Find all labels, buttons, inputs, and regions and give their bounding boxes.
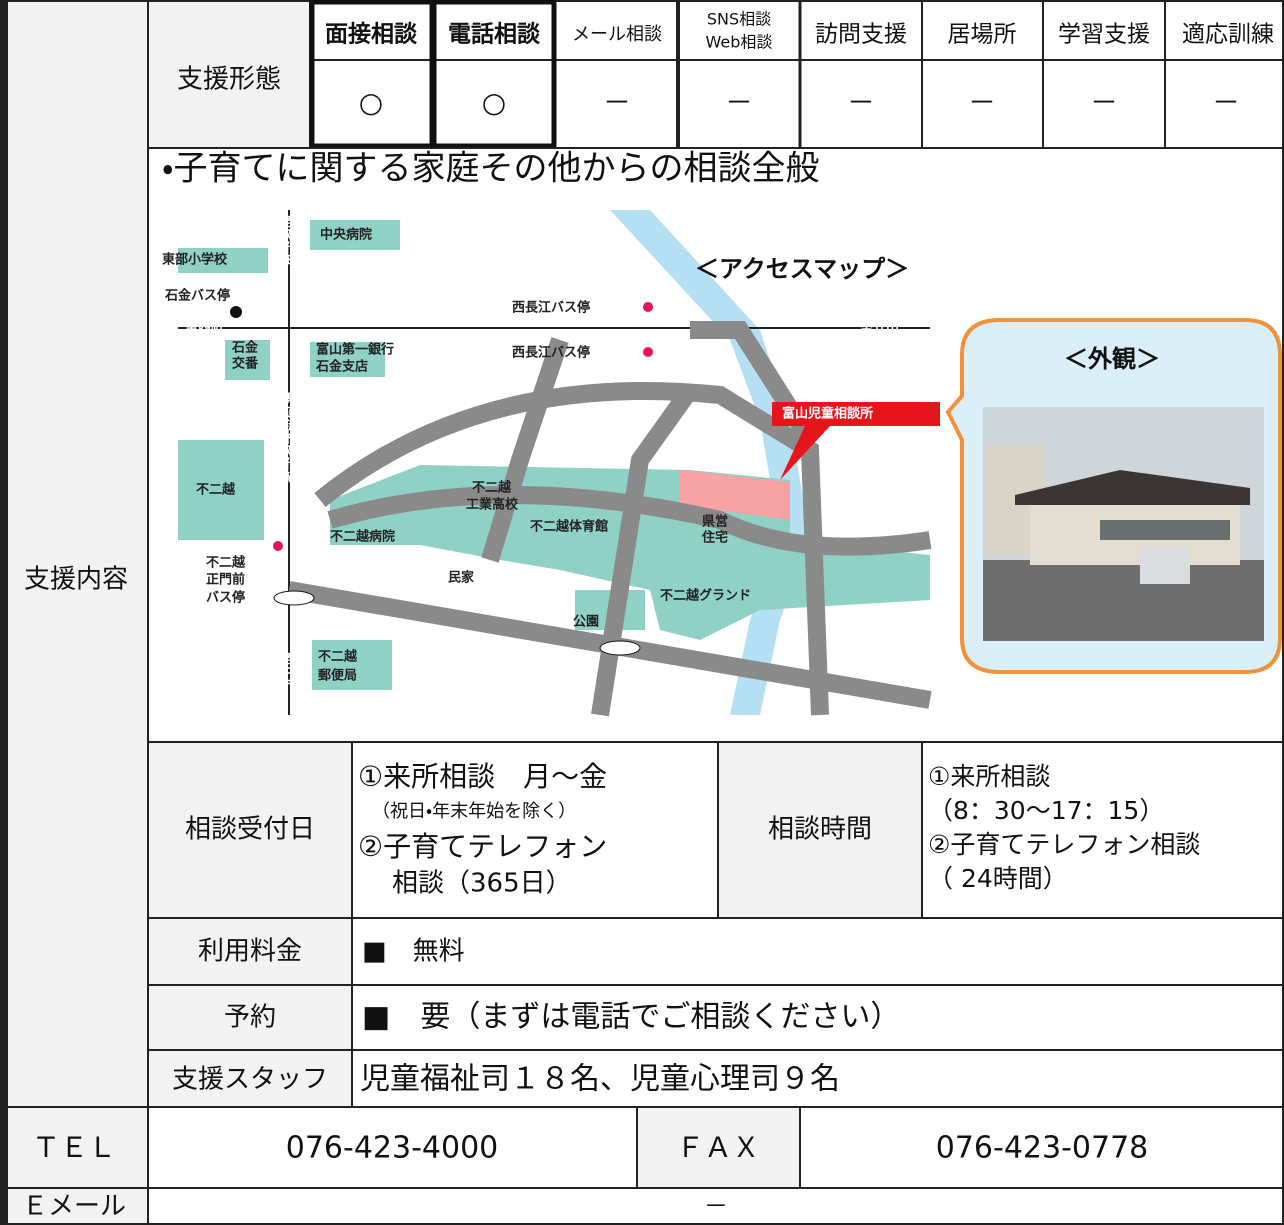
- label-cells: [0, 0, 922, 1225]
- cell-line: 相談（365日）: [392, 869, 572, 899]
- type: 面接相談: [325, 22, 417, 48]
- type: メール相談: [572, 24, 662, 45]
- value: 児童福祉司１８名、児童心理司９名: [360, 1062, 840, 1097]
- map-label: 不二越: [472, 480, 512, 496]
- mark: ○: [482, 86, 506, 119]
- type: Web相談: [706, 33, 773, 52]
- label: ＴＥＬ: [32, 1131, 116, 1164]
- map-label: 石金: [231, 340, 259, 356]
- map-label: 正門前: [206, 572, 245, 588]
- mark: －: [847, 86, 875, 119]
- value: 076-423-0778: [936, 1131, 1149, 1166]
- map-label: 工業高校: [466, 497, 519, 513]
- photo-title: ＜外観＞: [1064, 345, 1160, 373]
- access-map: 至双代町 中央病院 東部小学校 石金バス停 至西町 西長江バス停 至立山 石金 …: [162, 210, 940, 717]
- label: 支援スタッフ: [172, 1065, 328, 1095]
- map-label: 中央病院: [320, 227, 372, 243]
- value: 076-423-4000: [286, 1131, 499, 1166]
- map-label: 不二越病院: [330, 529, 395, 545]
- map-label: 至中市: [282, 652, 298, 692]
- mark: －: [1090, 86, 1118, 119]
- label: 相談時間: [768, 815, 872, 845]
- description: ・子育てに関する家庭その他からの相談全般: [162, 149, 820, 189]
- type: 学習支援: [1058, 22, 1150, 48]
- cell-line: （ 24時間）: [928, 864, 1068, 893]
- mark: －: [1212, 86, 1240, 119]
- value: －: [704, 1192, 728, 1220]
- map-label: 県営: [702, 514, 728, 530]
- map-title: ＜アクセスマップ＞: [695, 255, 909, 283]
- mark: －: [725, 86, 753, 119]
- cell-line: ②子育てテレフォン: [358, 830, 607, 863]
- type: 居場所: [948, 22, 1017, 48]
- cell-line: （祝日・年末年始を除く）: [372, 801, 576, 822]
- map-label: 西長江バス停: [512, 345, 590, 361]
- label: 相談受付日: [185, 815, 315, 845]
- type: 適応訓練: [1182, 22, 1274, 48]
- map-label: 石金バス停: [164, 288, 230, 304]
- map-label: 公園: [573, 614, 599, 630]
- map-label: 富山第一銀行: [316, 342, 394, 358]
- cell-line: ①来所相談: [928, 762, 1050, 791]
- cell-line: （8：30～17：15）: [928, 796, 1164, 825]
- map-label: 至双代町: [282, 215, 299, 268]
- map-label: 西長江バス停: [512, 300, 590, 316]
- label: ＦＡＸ: [676, 1131, 760, 1164]
- map-label: 至立山: [860, 321, 899, 337]
- map-label: 民家: [448, 570, 474, 586]
- cell-line: ②子育てテレフォン相談: [928, 830, 1200, 859]
- map-label: 県道流杉双代線: [282, 392, 299, 484]
- type: 電話相談: [448, 22, 540, 48]
- mark: －: [968, 86, 996, 119]
- map-label: 不二越: [206, 555, 246, 571]
- label: 支援内容: [24, 565, 128, 595]
- map-label: 富山児童相談所: [782, 406, 873, 422]
- map-label: 至西町: [185, 321, 224, 336]
- map-label: 不二越グランド: [660, 588, 751, 604]
- map-label: 石金支店: [315, 359, 368, 375]
- map-label: 交番: [232, 356, 259, 372]
- support-marks: ○ ○ － － － － － －: [359, 86, 1240, 119]
- mark: ○: [359, 86, 383, 119]
- map-label: 不二越: [318, 649, 358, 665]
- cell-line: ①来所相談 月～金: [358, 760, 607, 793]
- type: 訪問支援: [815, 22, 907, 48]
- value: ■ 無料: [362, 937, 465, 967]
- mark: －: [603, 86, 631, 119]
- label: 予約: [224, 1003, 276, 1033]
- exterior-callout: ＜外観＞: [945, 318, 1282, 674]
- map-label: バス停: [206, 590, 245, 606]
- label: 利用料金: [198, 937, 302, 967]
- support-types: 面接相談 電話相談 メール相談 SNS相談 Web相談 訪問支援 居場所 学習支…: [325, 10, 1274, 52]
- map-label: 郵便局: [318, 668, 357, 684]
- label: 支援形態: [177, 65, 281, 95]
- label: Ｅメール: [22, 1192, 126, 1222]
- map-label: 不二越体育館: [530, 519, 608, 535]
- map-label: 不二越: [196, 482, 236, 498]
- map-label: 住宅: [701, 530, 728, 546]
- value: ■ 要（まずは電話でご相談ください）: [362, 1000, 900, 1035]
- map-label: 東部小学校: [162, 252, 228, 268]
- type: SNS相談: [707, 10, 771, 29]
